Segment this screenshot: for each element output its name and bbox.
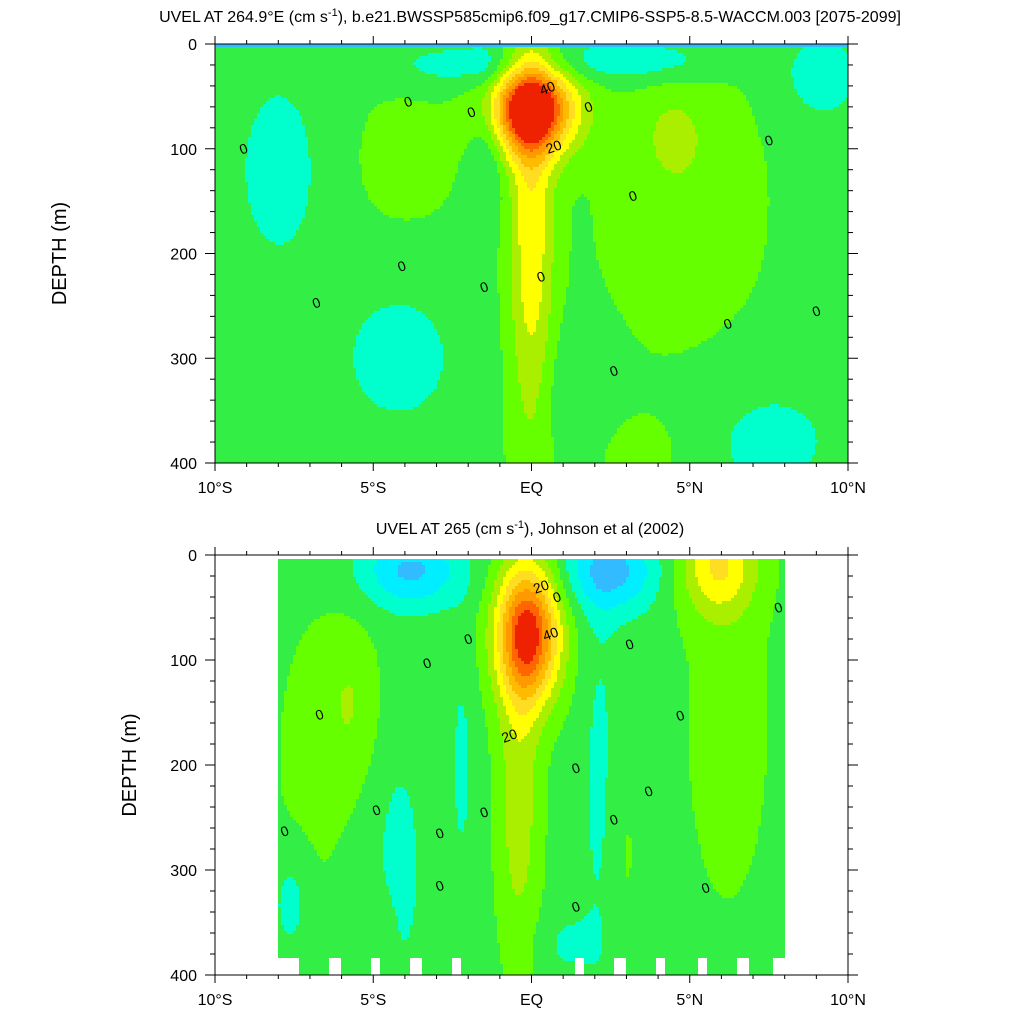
title-pre: UVEL AT 264.9°E (cm s [159, 9, 328, 26]
y-tick-label: 200 [170, 758, 197, 775]
y-tick-label: 100 [170, 142, 197, 159]
tick-marks [205, 36, 858, 471]
contour-label-20: 20 [544, 136, 564, 156]
y-tick-label: 400 [170, 968, 197, 985]
x-tick-label: 10°N [830, 992, 866, 1009]
chart-title: UVEL AT 264.9°E (cm s-1), b.e21.BWSSP585… [159, 7, 901, 26]
x-tick-label: 5°N [676, 480, 703, 497]
y-tick-label: 300 [170, 863, 197, 880]
title-post: ), b.e21.BWSSP585cmip6.f09_g17.CMIP6-SSP… [338, 9, 901, 26]
x-tick-label: EQ [520, 992, 543, 1009]
y-tick-label: 200 [170, 247, 197, 264]
y-tick-label: 0 [188, 548, 197, 565]
y-tick-label: 100 [170, 653, 197, 670]
x-tick-label: EQ [520, 480, 543, 497]
y-axis-label: DEPTH (m) [119, 713, 141, 816]
y-axis-label: DEPTH (m) [49, 202, 71, 305]
contour-label-40: 40 [540, 623, 560, 643]
x-tick-label: 10°N [830, 480, 866, 497]
contour-fill [278, 559, 785, 975]
contour-label-20: 20 [531, 576, 551, 596]
tick-marks [205, 547, 858, 983]
x-tick-label: 5°N [676, 992, 703, 1009]
y-tick-label: 300 [170, 351, 197, 368]
x-tick-label: 10°S [198, 992, 233, 1009]
title-post: ), Johnson et al (2002) [524, 521, 684, 538]
contour-fill [215, 44, 848, 463]
title-sup: -1 [514, 519, 524, 531]
contour-label-40: 40 [537, 78, 557, 98]
title-pre: UVEL AT 265 (cm s [376, 521, 514, 538]
contour-label-20: 20 [499, 725, 519, 745]
x-tick-label: 5°S [360, 992, 386, 1009]
chart-title: UVEL AT 265 (cm s-1), Johnson et al (200… [376, 519, 684, 538]
x-tick-label: 5°S [360, 480, 386, 497]
y-tick-label: 0 [188, 37, 197, 54]
title-sup: -1 [328, 7, 338, 19]
x-tick-label: 10°S [198, 480, 233, 497]
y-tick-label: 400 [170, 456, 197, 473]
